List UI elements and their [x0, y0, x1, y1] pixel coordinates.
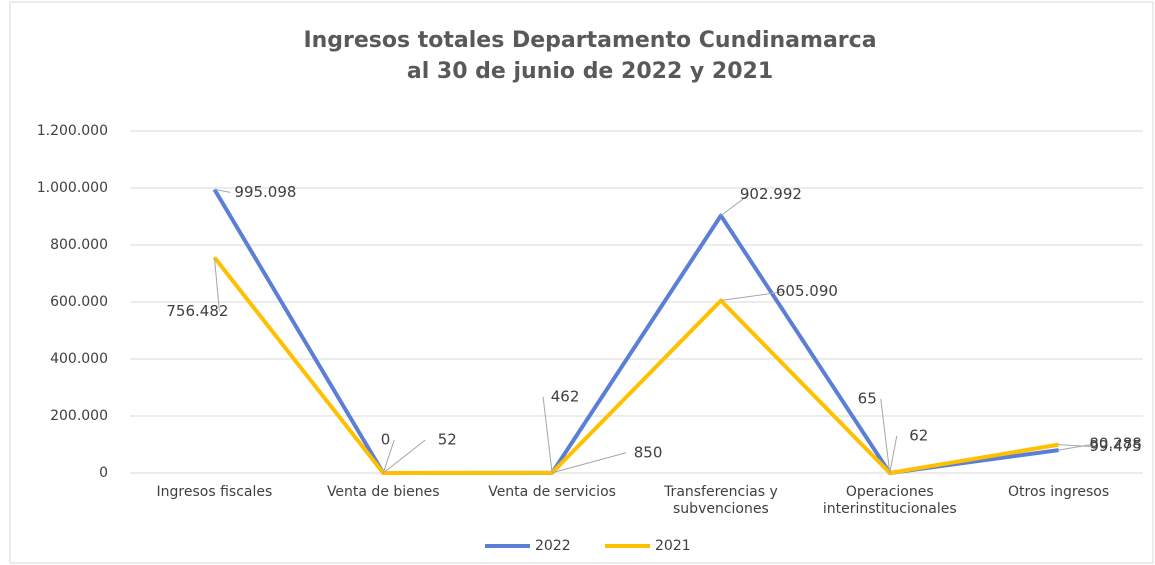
- leader-line: [889, 435, 898, 474]
- data-label: 80.288: [1089, 435, 1142, 453]
- series-line: [212, 188, 1059, 475]
- y-tick-label: 1.000.000: [37, 180, 108, 196]
- y-tick-label: 0: [99, 465, 108, 481]
- y-tick-label: 1.200.000: [37, 123, 108, 139]
- y-tick-label: 200.000: [50, 408, 108, 424]
- data-label: 99.475: [1089, 437, 1142, 455]
- y-tick-label: 400.000: [50, 351, 108, 367]
- legend-label: 2022: [535, 538, 571, 554]
- data-label: 605.090: [776, 282, 838, 300]
- leader-line: [213, 257, 220, 312]
- x-tick-label: Ingresos fiscales: [156, 484, 273, 500]
- leader-line: [382, 439, 426, 474]
- leader-line: [1058, 443, 1094, 451]
- y-tick-label: 800.000: [50, 237, 108, 253]
- y-tick-label: 600.000: [50, 294, 108, 310]
- leader-line: [551, 452, 627, 474]
- x-tick-label: Transferencias y subvenciones: [664, 484, 778, 517]
- data-label: 995.098: [234, 183, 296, 201]
- legend-label: 2021: [655, 538, 691, 554]
- data-label: 850: [634, 443, 663, 461]
- leader-line: [1058, 444, 1094, 448]
- data-label: 462: [551, 387, 580, 405]
- data-label: 0: [381, 431, 391, 449]
- data-label: 65: [858, 389, 877, 407]
- chart-frame: [9, 1, 1154, 564]
- leader-line: [720, 194, 750, 217]
- data-label: 62: [909, 426, 928, 444]
- leader-line: [214, 188, 231, 193]
- chart-title: al 30 de junio de 2022 y 2021: [407, 59, 773, 84]
- x-tick-label: Venta de servicios: [488, 484, 616, 500]
- leader-line: [880, 398, 891, 474]
- x-tick-label: Operaciones interinstitucionales: [822, 484, 957, 517]
- chart-title: Ingresos totales Departamento Cundinamar…: [303, 28, 876, 53]
- data-label: 756.482: [166, 302, 228, 320]
- leader-line: [542, 396, 553, 473]
- x-tick-label: Otros ingresos: [1008, 484, 1110, 500]
- x-tick-label: Venta de bienes: [326, 484, 440, 500]
- leader-line: [720, 291, 785, 302]
- leader-line: [382, 439, 395, 474]
- data-label: 902.992: [740, 185, 802, 203]
- data-label: 52: [438, 430, 457, 448]
- series-line: [212, 256, 1059, 475]
